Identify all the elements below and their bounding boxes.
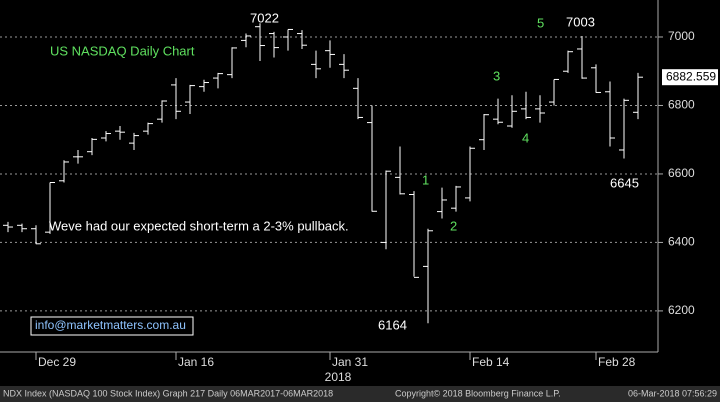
x-tick-label: Jan 16 [178, 355, 214, 369]
annotation: 1 [422, 172, 429, 187]
chart-title: US NASDAQ Daily Chart [50, 43, 195, 58]
last-price-box [662, 69, 718, 86]
footer-center: Copyright© 2018 Bloomberg Finance L.P. [395, 388, 561, 398]
annotation: 6645 [610, 175, 639, 190]
annotation: Weve had our expected short-term a 2-3% … [49, 218, 349, 233]
footer-right: 06-Mar-2018 07:56:29 [628, 388, 717, 398]
y-tick-label: 6800 [668, 98, 695, 112]
annotation: 5 [537, 15, 544, 30]
last-price-label: 6882.559 [666, 69, 716, 83]
annotation: 2 [450, 218, 457, 233]
annotation: 6164 [378, 317, 407, 332]
footer-left: NDX Index (NASDAQ 100 Stock Index) Graph… [3, 388, 333, 398]
annotation: 3 [493, 68, 500, 83]
annotation: 4 [522, 130, 529, 145]
y-tick-label: 7000 [668, 29, 695, 43]
x-axis-label: 2018 [325, 370, 352, 384]
x-tick-label: Feb 28 [598, 355, 636, 369]
email-box [30, 316, 194, 336]
annotation: 7003 [566, 14, 595, 29]
footer-bar [0, 386, 720, 402]
y-tick-label: 6400 [668, 235, 695, 249]
x-tick-label: Feb 14 [472, 355, 510, 369]
x-tick-label: Jan 31 [332, 355, 368, 369]
y-tick-label: 6200 [668, 303, 695, 317]
x-tick-label: Dec 29 [38, 355, 76, 369]
annotation: info@marketmatters.com.au [35, 318, 186, 332]
y-tick-label: 6600 [668, 166, 695, 180]
annotation: 7022 [250, 10, 279, 25]
